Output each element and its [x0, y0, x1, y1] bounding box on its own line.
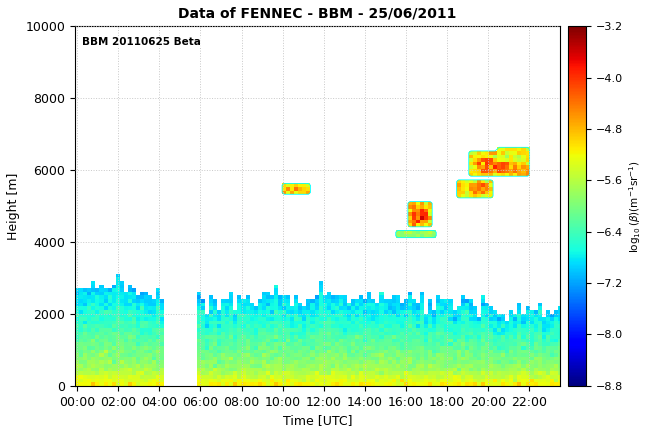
- X-axis label: Time [UTC]: Time [UTC]: [283, 414, 352, 427]
- Y-axis label: $\log_{10}(\beta)(\mathrm{m}^{-1}\mathrm{sr}^{-1})$: $\log_{10}(\beta)(\mathrm{m}^{-1}\mathrm…: [627, 160, 643, 253]
- Text: BBM 20110625 Beta: BBM 20110625 Beta: [82, 37, 201, 47]
- Title: Data of FENNEC - BBM - 25/06/2011: Data of FENNEC - BBM - 25/06/2011: [178, 7, 457, 21]
- Y-axis label: Height [m]: Height [m]: [7, 172, 20, 240]
